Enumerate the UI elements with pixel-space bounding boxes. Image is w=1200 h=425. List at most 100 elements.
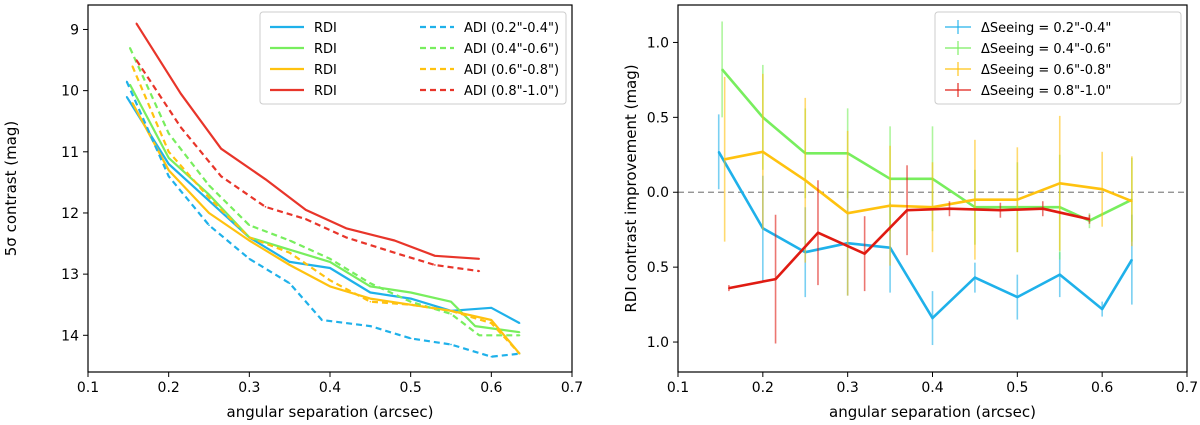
panel-right-rdi-improvement: 0.1 0.2 0.3 0.4 0.5 0.6 0.7 1.0 0.5 0.0 0.5 1.0 angu… — [622, 4, 1198, 421]
data-point — [288, 248, 291, 251]
data-point — [248, 236, 251, 239]
data-point — [329, 279, 331, 282]
series-line — [728, 207, 1090, 290]
legend-entry: ADI (0.2"-0.4") — [420, 21, 559, 36]
data-point — [179, 92, 182, 95]
data-point — [1101, 188, 1103, 191]
legend-label: ADI (0.2"-0.4") — [464, 21, 559, 36]
legend-entry: RDI — [270, 84, 337, 99]
data-point — [369, 291, 372, 294]
data-point — [248, 224, 251, 226]
data-point — [774, 278, 777, 280]
x-axis-label: angular separation (arcsec) — [227, 403, 434, 421]
data-point — [393, 239, 396, 242]
data-point — [762, 151, 764, 153]
legend-label: RDI — [314, 21, 337, 36]
series-8 — [135, 59, 481, 273]
data-point — [369, 325, 372, 327]
data-point — [329, 285, 331, 288]
x-tick-label: 0.5 — [400, 380, 422, 396]
y-axis-label: 5σ contrast (mag) — [2, 121, 20, 256]
data-point — [264, 178, 267, 181]
legend-label: RDI — [314, 42, 337, 57]
series-line — [125, 81, 520, 358]
data-point — [889, 204, 891, 207]
series-line — [724, 150, 1133, 215]
data-point — [409, 300, 412, 303]
data-point — [999, 209, 1002, 212]
y-axis-label: RDI contrast improvement (mag) — [622, 64, 640, 312]
y-tick-label: 14 — [61, 328, 79, 344]
data-point — [974, 276, 976, 279]
series-4 — [728, 165, 1091, 344]
data-point — [305, 209, 307, 211]
data-point — [1131, 258, 1133, 261]
data-point — [125, 95, 128, 98]
data-point — [1041, 207, 1044, 210]
data-point — [717, 151, 720, 153]
data-point — [179, 126, 182, 129]
series-4 — [135, 22, 481, 260]
x-tick-label: 0.1 — [667, 380, 689, 396]
legend-label: ADI (0.4"-0.6") — [464, 42, 559, 57]
series-line — [125, 96, 521, 325]
data-point — [817, 231, 819, 234]
data-point — [345, 236, 347, 239]
data-point — [931, 317, 934, 319]
series-3 — [723, 73, 1133, 296]
data-point — [948, 207, 951, 210]
data-point — [490, 306, 493, 309]
legend-label: RDI — [314, 63, 337, 78]
data-point — [1016, 296, 1019, 298]
data-point — [220, 147, 222, 150]
data-point — [264, 206, 267, 208]
data-point — [1088, 218, 1091, 221]
data-point — [288, 261, 291, 263]
data-point — [167, 151, 170, 153]
x-tick-label: 0.4 — [319, 380, 341, 396]
data-point — [518, 331, 521, 334]
y-tick-label: 0.0 — [647, 185, 669, 201]
data-point — [450, 300, 452, 303]
x-tick-label: 0.7 — [1176, 380, 1198, 396]
data-point — [518, 322, 521, 324]
data-point — [129, 83, 131, 86]
legend-entry: ΔSeeing = 0.2"-0.4" — [945, 20, 1111, 36]
series-6 — [128, 47, 521, 337]
data-point — [329, 267, 331, 269]
legend-entry: ΔSeeing = 0.4"-0.6" — [945, 41, 1111, 57]
legend-entry: ADI (0.6"-0.8") — [420, 63, 559, 78]
y-tick-label: 13 — [61, 267, 79, 283]
legend-label: ADI (0.6"-0.8") — [464, 63, 559, 78]
x-axis-label: angular separation (arcsec) — [829, 403, 1036, 421]
y-tick-label: 1.0 — [647, 35, 669, 51]
legend-label: ΔSeeing = 0.4"-0.6" — [981, 42, 1111, 57]
data-point — [135, 59, 138, 61]
data-point — [208, 212, 210, 214]
data-point — [135, 22, 138, 25]
data-point — [167, 175, 170, 178]
data-point — [208, 184, 210, 187]
data-point — [321, 319, 323, 321]
legend-entry: ΔSeeing = 0.6"-0.8" — [945, 62, 1111, 78]
data-point — [131, 65, 134, 67]
data-point — [1058, 182, 1061, 185]
data-point — [248, 258, 251, 260]
data-point — [434, 254, 436, 257]
legend-label: ΔSeeing = 0.6"-0.8" — [981, 63, 1111, 78]
data-point — [129, 47, 131, 49]
data-point — [409, 303, 412, 306]
data-point — [288, 251, 291, 254]
legend: RDI RDI RDI RDI ADI (0.2"-0.4") ADI (0.4"-0.6… — [259, 11, 567, 105]
data-point — [369, 282, 372, 285]
data-point — [478, 334, 481, 337]
data-point — [167, 157, 170, 159]
data-point — [906, 209, 908, 212]
data-point — [721, 68, 723, 71]
series-7 — [131, 65, 521, 355]
data-point — [474, 325, 477, 327]
data-point — [393, 251, 396, 254]
series-5 — [125, 80, 521, 358]
y-tick-label: 0.5 — [647, 260, 669, 276]
